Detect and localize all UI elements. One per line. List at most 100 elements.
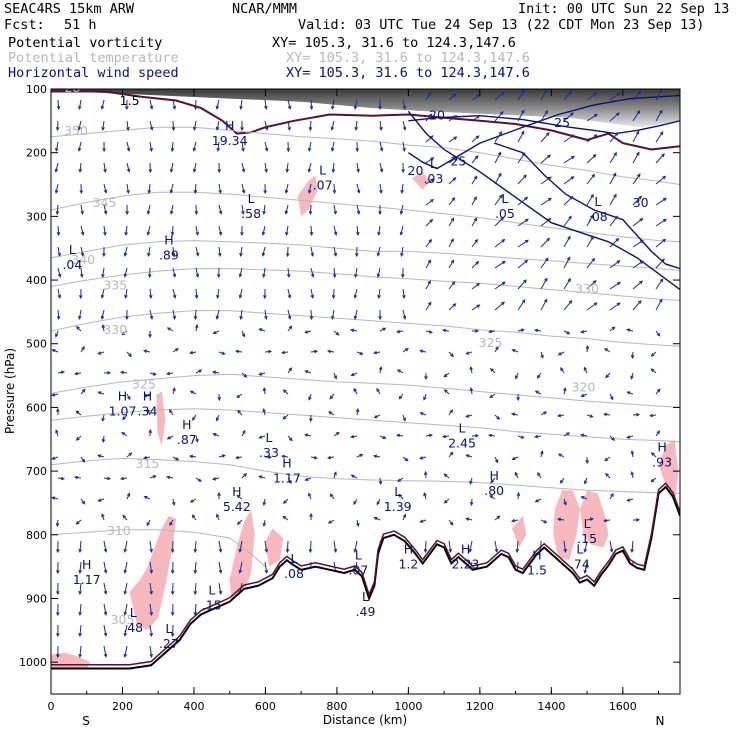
wind-vector-head [661,258,665,263]
wind-vector-head [662,218,667,223]
wind-vector [124,561,128,573]
wind-vector-head [97,391,102,395]
wind-vector-head [216,147,221,152]
wind-vector-head [568,89,573,94]
wind-vector-head [333,471,337,476]
theta-contour [51,373,680,408]
wind-vector [402,141,405,151]
wind-vector [584,561,588,573]
low-marker: L [69,242,76,257]
wind-vector [609,173,617,185]
wind-vector [331,309,335,319]
wind-vector-head [521,152,526,157]
wind-vector-head [122,514,127,519]
wind-vector-head [544,277,548,282]
wind-vector [103,603,107,615]
model-title: SEAC4RS 15km ARW [4,1,135,17]
wind-speed-contour [493,142,680,270]
wind-vector [425,92,432,101]
wind-vector [471,261,479,269]
wind-vector-head [353,105,358,110]
wind-vector [655,218,667,227]
wind-vector-head [327,411,332,415]
wind-vector-head [585,460,589,465]
wind-vector [379,141,383,151]
wind-vector-head [378,316,382,321]
wind-vector-head [146,408,151,413]
wind-vector-head [379,168,384,173]
wind-vector-head [309,232,314,237]
wind-vector [218,183,221,193]
wind-vector [193,162,197,172]
wind-vector-head [398,395,403,400]
wind-vector-head [148,294,153,299]
wind-vector-head [243,374,248,378]
wind-vector-head [353,501,357,506]
wind-vector [517,260,528,269]
high-marker: H [489,468,498,483]
wind-vector [401,183,404,193]
wind-vector-head [523,279,527,284]
wind-vector [632,300,642,311]
wind-vector [262,246,266,256]
wind-vector-head [237,409,241,414]
wind-vector [194,582,197,595]
wind-vector [287,267,290,277]
wind-vector [471,196,477,206]
wind-vector-head [350,434,355,439]
low-marker: L [130,605,137,620]
wind-vector-head [101,126,105,131]
wind-vector-head [240,232,244,237]
wind-vector-head [662,238,667,243]
wind-vector [172,267,176,277]
wind-vector-head [450,238,454,243]
wind-vector-head [149,147,153,152]
y-tick-label: 900 [26,592,47,605]
wind-vector-head [617,281,621,286]
x-tick-label: 0 [48,700,55,713]
plot-frame [50,88,681,695]
wind-vector [308,162,312,172]
wind-vector-head [656,332,661,337]
contour-label: 25 [450,153,466,168]
wind-vector-head [331,295,336,300]
wind-vector-head [453,115,458,119]
field-theta-name: Potential temperature [8,50,179,66]
wind-vector-head [123,590,128,595]
wind-vector [218,204,222,214]
wind-vector-head [490,367,494,372]
wind-vector-head [285,168,290,173]
wind-vector [448,540,452,552]
wind-vector-head [443,389,448,393]
wind-vector-head [571,155,575,160]
wind-vector [448,136,457,143]
wind-vector-head [263,295,267,300]
wind-vector [309,120,312,131]
wind-vector [586,302,597,311]
x-axis-label: Distance (km) [323,713,407,727]
wind-vector-head [594,113,598,118]
extremum-value: .80 [484,483,504,498]
wind-vector [655,278,664,290]
wind-vector [195,267,199,277]
high-marker: H [404,541,413,556]
wind-vector-head [100,315,105,320]
wind-vector-head [264,548,269,554]
wind-vector-head [54,189,59,194]
wind-vector-head [610,396,614,401]
y-tick-label: 200 [26,147,47,160]
wind-vector-head [566,331,571,335]
wind-vector-head [281,454,286,459]
wind-vector-head [544,109,549,114]
wind-vector-head [55,127,60,132]
wind-vector-head [604,457,609,462]
wind-vector-head [560,366,564,371]
theta-contour [51,310,680,347]
wind-vector [79,624,82,636]
low-marker: L [430,156,437,171]
wind-vector [609,194,617,206]
wind-vector-head [500,216,505,221]
wind-vector-head [166,327,171,331]
wind-vector [517,197,528,206]
wind-vector-head [309,512,313,517]
